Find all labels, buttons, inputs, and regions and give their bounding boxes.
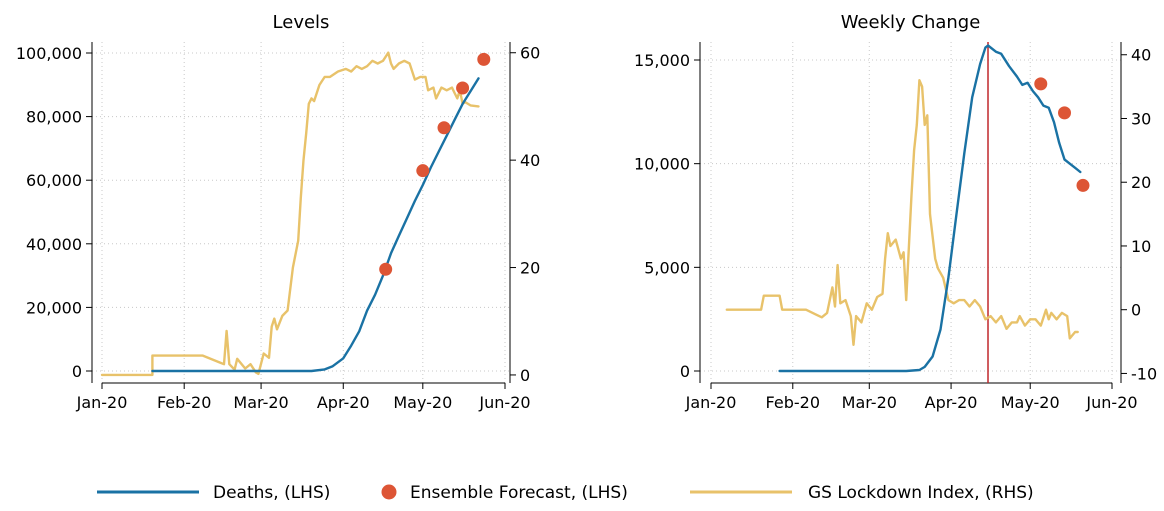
lockdown-index-line [100, 51, 480, 377]
y-left-tick-label: 100,000 [16, 44, 82, 63]
deaths-line [778, 44, 1082, 373]
weekly-change-panel: Weekly Change Jan-20 Feb-20 Mar-20 Apr-20 May… [634, 12, 1157, 412]
x-tick-label: May-20 [1001, 393, 1060, 412]
forecast-point [379, 262, 393, 276]
x-tick-label: Feb-20 [766, 393, 820, 412]
forecast-point [437, 121, 451, 135]
x-tick-label: Mar-20 [842, 393, 897, 412]
forecast-point [477, 52, 491, 66]
y-left-tick-label: 40,000 [26, 235, 82, 254]
y-left-tick-label: 0 [680, 362, 690, 381]
gridlines [700, 42, 1121, 383]
y-right-tick-label: 40 [520, 151, 540, 170]
x-tick-label: Mar-20 [233, 393, 288, 412]
y-left-tick-label: 60,000 [26, 171, 82, 190]
x-tick-label: Jan-20 [685, 393, 737, 412]
y-left-tick-label: 80,000 [26, 108, 82, 127]
y-right-tick-label: 0 [1131, 301, 1141, 320]
y-left-tick-label: 15,000 [634, 51, 690, 70]
levels-panel: Levels Jan-20 Feb-20 Mar-20 Apr-20 May-20 Jun-… [16, 12, 541, 412]
forecast-point [1034, 77, 1048, 91]
y-right-tick-label: 0 [520, 366, 530, 385]
x-tick-label: Jan-20 [76, 393, 128, 412]
forecast-point [416, 164, 430, 178]
legend-label: Ensemble Forecast, (LHS) [410, 483, 628, 503]
y-right-tick-label: 20 [520, 259, 540, 278]
y-right-tick-label: 10 [1131, 237, 1151, 256]
forecast-point [1076, 178, 1090, 192]
legend-swatch-dot [381, 484, 397, 500]
x-tick-label: May-20 [393, 393, 452, 412]
legend-label: GS Lockdown Index, (RHS) [808, 483, 1034, 503]
chart-title: Weekly Change [841, 12, 981, 33]
y-right-tick-label: -10 [1131, 364, 1157, 383]
x-tick-label: Jun-20 [478, 393, 530, 412]
legend: Deaths, (LHS) Ensemble Forecast, (LHS) GS … [97, 483, 1034, 503]
forecast-point [456, 81, 470, 95]
x-tick-label: Jun-20 [1085, 393, 1137, 412]
x-tick-label: Apr-20 [317, 393, 370, 412]
y-right-tick-label: 30 [1131, 109, 1151, 128]
forecast-point [1058, 106, 1072, 120]
y-left-tick-label: 20,000 [26, 298, 82, 317]
legend-label: Deaths, (LHS) [213, 483, 330, 503]
chart-title: Levels [273, 12, 330, 33]
x-tick-label: Apr-20 [925, 393, 978, 412]
y-right-tick-label: 60 [520, 44, 540, 63]
y-left-tick-label: 10,000 [634, 155, 690, 174]
y-right-tick-label: 20 [1131, 173, 1151, 192]
y-left-tick-label: 0 [72, 362, 82, 381]
deaths-line [151, 77, 480, 373]
y-left-tick-label: 5,000 [644, 258, 690, 277]
x-tick-label: Feb-20 [157, 393, 211, 412]
y-right-tick-label: 40 [1131, 46, 1151, 65]
lockdown-index-line [725, 79, 1079, 346]
